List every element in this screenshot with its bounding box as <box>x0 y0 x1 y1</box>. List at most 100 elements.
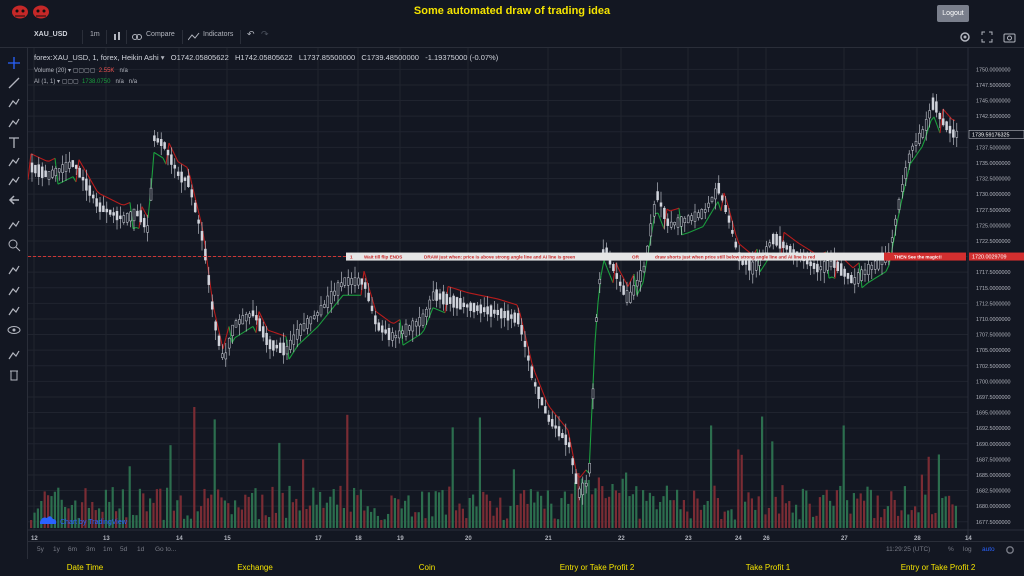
ai-line-segment <box>522 325 527 339</box>
lock-icon[interactable] <box>7 304 21 318</box>
magnet-icon[interactable] <box>7 263 21 277</box>
indicators-button[interactable]: Indicators <box>203 31 234 38</box>
chart-style-icon[interactable] <box>113 32 121 42</box>
trade-idea-banner[interactable]: 1 Wait till flip ENDS DRAW just when: pric… <box>346 252 966 261</box>
settings-gear-icon[interactable] <box>1005 545 1015 555</box>
candle-body <box>462 302 466 307</box>
volume-bar <box>757 496 760 528</box>
candle-body <box>275 344 279 349</box>
level-price-label: 1720.0029709 <box>972 255 1006 261</box>
volume-bar <box>754 509 757 528</box>
range-button-3m[interactable]: 3m <box>86 546 96 553</box>
camera-snapshot-icon[interactable] <box>1003 31 1016 43</box>
series-title[interactable]: forex:XAU_USD, 1, forex, Heikin Ashi <box>34 53 159 62</box>
ai-line-segment <box>684 232 689 235</box>
volume-bar <box>791 512 794 528</box>
range-button-5d[interactable]: 5d <box>120 546 128 553</box>
candle-body <box>258 318 262 332</box>
tradingview-watermark[interactable]: Chart by TradingView <box>40 516 128 526</box>
volume-bar <box>652 496 655 528</box>
candle-body <box>595 317 598 322</box>
trend-line-icon[interactable] <box>7 76 21 90</box>
candle-body <box>870 264 874 270</box>
volume-bar <box>509 505 512 528</box>
range-button-5y[interactable]: 5y <box>37 546 44 553</box>
auto-scale-toggle[interactable]: auto <box>982 546 995 553</box>
candle-body <box>285 346 289 355</box>
candle-body <box>918 132 921 144</box>
volume-bar <box>577 472 580 528</box>
log-toggle[interactable]: log <box>963 546 972 553</box>
pattern-icon[interactable] <box>7 155 21 169</box>
volume-bar <box>305 508 308 528</box>
measure-icon[interactable] <box>7 174 21 188</box>
ai-line-segment <box>948 115 953 120</box>
range-button-1y[interactable]: 1y <box>53 546 60 553</box>
interval-selector[interactable]: 1m <box>90 31 100 38</box>
ai-line-segment <box>378 313 383 317</box>
candle-body <box>618 281 622 286</box>
time-tick-label: 14 <box>176 536 183 541</box>
volume-bar <box>421 491 424 528</box>
volume-label[interactable]: Volume (20) <box>34 68 67 74</box>
logout-button[interactable]: Logout <box>937 5 969 22</box>
ai-line-segment <box>789 236 794 240</box>
candle-body <box>901 184 904 192</box>
trash-icon[interactable] <box>7 368 21 382</box>
ruler-icon[interactable] <box>7 218 21 232</box>
range-button-6m[interactable]: 6m <box>68 546 78 553</box>
ai-line-segment <box>627 280 632 287</box>
ai-line-segment <box>243 329 248 333</box>
lock-drawing-icon[interactable] <box>7 284 21 298</box>
crosshair-icon[interactable] <box>7 56 21 70</box>
candle-body <box>948 125 952 134</box>
volume-bar <box>495 507 498 528</box>
candle-body <box>809 261 812 267</box>
fullscreen-icon[interactable] <box>981 31 993 43</box>
range-button-1m[interactable]: 1m <box>103 546 113 553</box>
candle-body <box>438 293 442 300</box>
volume-bar <box>815 515 818 528</box>
volume-bar <box>835 490 838 528</box>
redo-icon[interactable]: ↷ <box>261 29 269 39</box>
arrow-left-icon[interactable] <box>7 193 21 207</box>
series-legend: forex:XAU_USD, 1, forex, Heikin Ashi ▾ O… <box>34 53 499 62</box>
symbol-selector[interactable]: XAU_USD <box>34 31 68 38</box>
volume-bar <box>257 519 260 528</box>
settings-gear-icon[interactable] <box>959 31 971 43</box>
eye-icon[interactable] <box>7 323 21 337</box>
candle-body <box>499 308 503 319</box>
volume-bar <box>778 513 781 528</box>
ai-line-segment <box>936 124 941 134</box>
percent-toggle[interactable]: % <box>948 546 954 553</box>
layers-icon[interactable] <box>7 348 21 362</box>
goto-date-button[interactable]: Go to... <box>155 546 177 553</box>
volume-bar <box>370 511 373 528</box>
ai-line-segment <box>540 387 545 396</box>
zoom-in-icon[interactable] <box>7 238 21 252</box>
undo-icon[interactable]: ↶ <box>247 29 255 39</box>
compare-button[interactable]: Compare <box>146 31 175 38</box>
volume-bar <box>713 485 716 528</box>
volume-bar <box>948 495 951 528</box>
candle-body <box>115 211 119 221</box>
indicators-icon[interactable] <box>188 32 200 42</box>
volume-bar <box>516 505 519 528</box>
compare-icon[interactable] <box>132 32 142 42</box>
ai-line-segment <box>513 303 518 306</box>
candle-body <box>418 317 421 327</box>
range-button-1d[interactable]: 1d <box>137 546 145 553</box>
chart-pane[interactable]: 1750.0000000 1747.5000000 1745.0000000 1742… <box>28 48 1024 559</box>
text-tool-icon[interactable] <box>7 136 21 150</box>
ai-line-segment <box>216 322 221 336</box>
candle-body <box>411 320 415 332</box>
time-tick-label: 12 <box>31 536 38 541</box>
ai-label[interactable]: AI (1, 1) <box>34 79 56 85</box>
volume-bar <box>676 489 679 528</box>
fib-retracement-icon[interactable] <box>7 96 21 110</box>
price-chart[interactable]: 1750.0000000 1747.5000000 1745.0000000 1742… <box>28 48 1024 541</box>
volume-bar <box>322 507 325 528</box>
brush-icon[interactable] <box>7 116 21 130</box>
volume-bar <box>251 492 254 528</box>
candle-body <box>88 185 92 196</box>
